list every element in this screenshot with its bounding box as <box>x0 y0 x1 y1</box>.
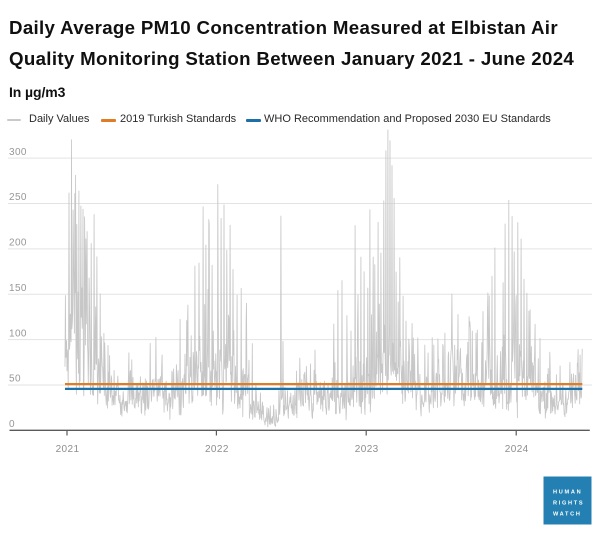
svg-text:150: 150 <box>9 283 27 294</box>
svg-text:WATCH: WATCH <box>553 512 582 518</box>
svg-text:RIGHTS: RIGHTS <box>553 501 584 507</box>
svg-text:300: 300 <box>9 147 27 158</box>
svg-text:2023: 2023 <box>355 444 379 455</box>
svg-text:50: 50 <box>9 374 21 385</box>
svg-text:HUMAN: HUMAN <box>553 490 582 496</box>
svg-text:250: 250 <box>9 192 27 203</box>
svg-text:2021: 2021 <box>56 444 80 455</box>
svg-text:2024: 2024 <box>505 444 529 455</box>
svg-text:100: 100 <box>9 328 27 339</box>
svg-text:200: 200 <box>9 238 27 249</box>
svg-text:2022: 2022 <box>205 444 229 455</box>
svg-text:0: 0 <box>9 419 15 430</box>
